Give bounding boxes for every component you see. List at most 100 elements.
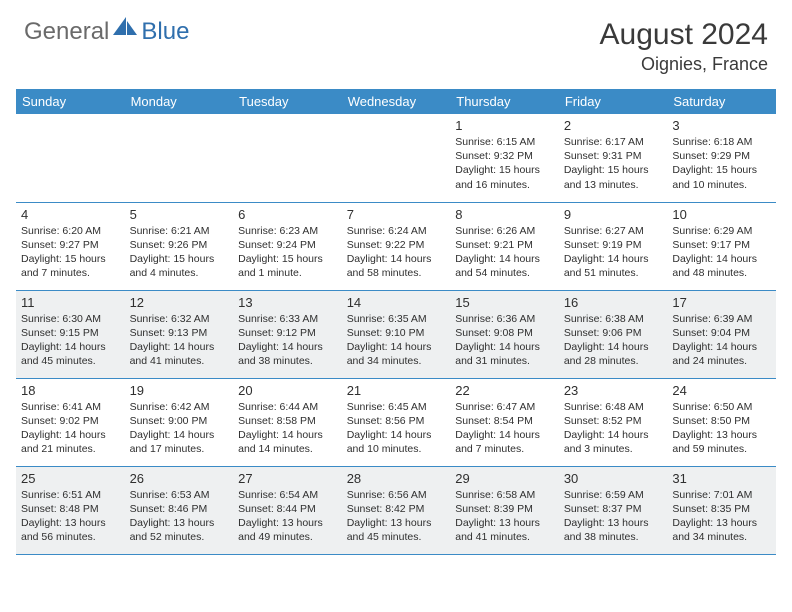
sunrise-line: Sunrise: 6:21 AM	[130, 224, 229, 238]
daylight-line: Daylight: 13 hours and 45 minutes.	[347, 516, 446, 544]
day-number: 3	[672, 118, 771, 133]
calendar-cell: 2Sunrise: 6:17 AMSunset: 9:31 PMDaylight…	[559, 114, 668, 202]
calendar-cell: 24Sunrise: 6:50 AMSunset: 8:50 PMDayligh…	[667, 378, 776, 466]
day-number: 21	[347, 383, 446, 398]
sunrise-line: Sunrise: 6:18 AM	[672, 135, 771, 149]
daylight-line: Daylight: 14 hours and 41 minutes.	[130, 340, 229, 368]
day-number: 15	[455, 295, 554, 310]
calendar-cell	[16, 114, 125, 202]
sunset-line: Sunset: 8:56 PM	[347, 414, 446, 428]
sunrise-line: Sunrise: 6:53 AM	[130, 488, 229, 502]
calendar-week: 4Sunrise: 6:20 AMSunset: 9:27 PMDaylight…	[16, 202, 776, 290]
calendar-cell: 7Sunrise: 6:24 AMSunset: 9:22 PMDaylight…	[342, 202, 451, 290]
calendar-cell: 11Sunrise: 6:30 AMSunset: 9:15 PMDayligh…	[16, 290, 125, 378]
calendar-cell: 10Sunrise: 6:29 AMSunset: 9:17 PMDayligh…	[667, 202, 776, 290]
calendar-cell: 13Sunrise: 6:33 AMSunset: 9:12 PMDayligh…	[233, 290, 342, 378]
sunrise-line: Sunrise: 6:30 AM	[21, 312, 120, 326]
calendar-cell: 22 Sunrise: 6:47 AMSunset: 8:54 PMDayligh…	[450, 378, 559, 466]
day-number: 24	[672, 383, 771, 398]
day-number: 30	[564, 471, 663, 486]
day-number: 5	[130, 207, 229, 222]
sunset-line: Sunset: 8:39 PM	[455, 502, 554, 516]
daylight-line: Daylight: 15 hours and 4 minutes.	[130, 252, 229, 280]
calendar-cell: 21Sunrise: 6:45 AMSunset: 8:56 PMDayligh…	[342, 378, 451, 466]
sunrise-line: Sunrise: 6:38 AM	[564, 312, 663, 326]
daylight-line: Daylight: 13 hours and 41 minutes.	[455, 516, 554, 544]
day-header: Sunday	[16, 89, 125, 114]
sunrise-line: Sunrise: 6:42 AM	[130, 400, 229, 414]
day-header: Wednesday	[342, 89, 451, 114]
calendar-cell: 9Sunrise: 6:27 AMSunset: 9:19 PMDaylight…	[559, 202, 668, 290]
calendar-cell: 4 Sunrise: 6:20 AMSunset: 9:27 PMDaylight…	[16, 202, 125, 290]
sunrise-line: Sunrise: 6:47 AM	[455, 400, 554, 414]
sunset-line: Sunset: 9:27 PM	[21, 238, 120, 252]
day-header: Saturday	[667, 89, 776, 114]
calendar-week: 18Sunrise: 6:41 AMSunset: 9:02 PMDayligh…	[16, 378, 776, 466]
month-title: August 2024	[600, 18, 768, 52]
day-header: Tuesday	[233, 89, 342, 114]
sunrise-line: Sunrise: 6:17 AM	[564, 135, 663, 149]
day-number: 16	[564, 295, 663, 310]
calendar-week: 25Sunrise: 6:51 AMSunset: 8:48 PMDayligh…	[16, 466, 776, 554]
calendar-cell: 23Sunrise: 6:48 AMSunset: 8:52 PMDayligh…	[559, 378, 668, 466]
daylight-line: Daylight: 13 hours and 52 minutes.	[130, 516, 229, 544]
calendar-cell: 6Sunrise: 6:23 AMSunset: 9:24 PMDaylight…	[233, 202, 342, 290]
daylight-line: Daylight: 14 hours and 24 minutes.	[672, 340, 771, 368]
day-number: 7	[347, 207, 446, 222]
calendar-cell: 12Sunrise: 6:32 AMSunset: 9:13 PMDayligh…	[125, 290, 234, 378]
sunset-line: Sunset: 9:02 PM	[21, 414, 120, 428]
sunset-line: Sunset: 9:24 PM	[238, 238, 337, 252]
sunrise-line: Sunrise: 6:35 AM	[347, 312, 446, 326]
day-number: 22	[455, 383, 554, 398]
sunrise-line: Sunrise: 7:01 AM	[672, 488, 771, 502]
daylight-line: Daylight: 13 hours and 38 minutes.	[564, 516, 663, 544]
daylight-line: Daylight: 14 hours and 7 minutes.	[455, 428, 554, 456]
calendar-cell: 1Sunrise: 6:15 AMSunset: 9:32 PMDaylight…	[450, 114, 559, 202]
sunset-line: Sunset: 9:12 PM	[238, 326, 337, 340]
calendar-cell: 25Sunrise: 6:51 AMSunset: 8:48 PMDayligh…	[16, 466, 125, 554]
sunset-line: Sunset: 9:04 PM	[672, 326, 771, 340]
logo: General Blue	[24, 18, 189, 46]
day-header: Thursday	[450, 89, 559, 114]
daylight-line: Daylight: 14 hours and 51 minutes.	[564, 252, 663, 280]
day-number: 2	[564, 118, 663, 133]
day-number: 18	[21, 383, 120, 398]
sunset-line: Sunset: 8:44 PM	[238, 502, 337, 516]
day-number: 17	[672, 295, 771, 310]
sunrise-line: Sunrise: 6:45 AM	[347, 400, 446, 414]
calendar-cell: 14Sunrise: 6:35 AMSunset: 9:10 PMDayligh…	[342, 290, 451, 378]
calendar-week: 1Sunrise: 6:15 AMSunset: 9:32 PMDaylight…	[16, 114, 776, 202]
day-number: 19	[130, 383, 229, 398]
calendar-cell: 27Sunrise: 6:54 AMSunset: 8:44 PMDayligh…	[233, 466, 342, 554]
sunset-line: Sunset: 9:13 PM	[130, 326, 229, 340]
daylight-line: Daylight: 14 hours and 21 minutes.	[21, 428, 120, 456]
calendar-cell: 15Sunrise: 6:36 AMSunset: 9:08 PMDayligh…	[450, 290, 559, 378]
sunset-line: Sunset: 9:19 PM	[564, 238, 663, 252]
logo-sail-icon	[113, 17, 139, 42]
sunset-line: Sunset: 8:54 PM	[455, 414, 554, 428]
daylight-line: Daylight: 15 hours and 16 minutes.	[455, 163, 554, 191]
sunrise-line: Sunrise: 6:50 AM	[672, 400, 771, 414]
calendar-cell: 26Sunrise: 6:53 AMSunset: 8:46 PMDayligh…	[125, 466, 234, 554]
day-number: 27	[238, 471, 337, 486]
sunrise-line: Sunrise: 6:26 AM	[455, 224, 554, 238]
day-header: Friday	[559, 89, 668, 114]
sunrise-line: Sunrise: 6:20 AM	[21, 224, 120, 238]
sunset-line: Sunset: 8:35 PM	[672, 502, 771, 516]
sunrise-line: Sunrise: 6:15 AM	[455, 135, 554, 149]
sunset-line: Sunset: 8:37 PM	[564, 502, 663, 516]
title-block: August 2024 Oignies, France	[600, 18, 768, 75]
calendar-cell: 8Sunrise: 6:26 AMSunset: 9:21 PMDaylight…	[450, 202, 559, 290]
sunrise-line: Sunrise: 6:23 AM	[238, 224, 337, 238]
day-header: Monday	[125, 89, 234, 114]
sunset-line: Sunset: 9:06 PM	[564, 326, 663, 340]
calendar-cell	[342, 114, 451, 202]
daylight-line: Daylight: 14 hours and 17 minutes.	[130, 428, 229, 456]
day-number: 8	[455, 207, 554, 222]
calendar-cell: 30Sunrise: 6:59 AMSunset: 8:37 PMDayligh…	[559, 466, 668, 554]
daylight-line: Daylight: 15 hours and 13 minutes.	[564, 163, 663, 191]
daylight-line: Daylight: 15 hours and 7 minutes.	[21, 252, 120, 280]
day-number: 9	[564, 207, 663, 222]
day-number: 1	[455, 118, 554, 133]
day-number: 4	[21, 207, 120, 222]
